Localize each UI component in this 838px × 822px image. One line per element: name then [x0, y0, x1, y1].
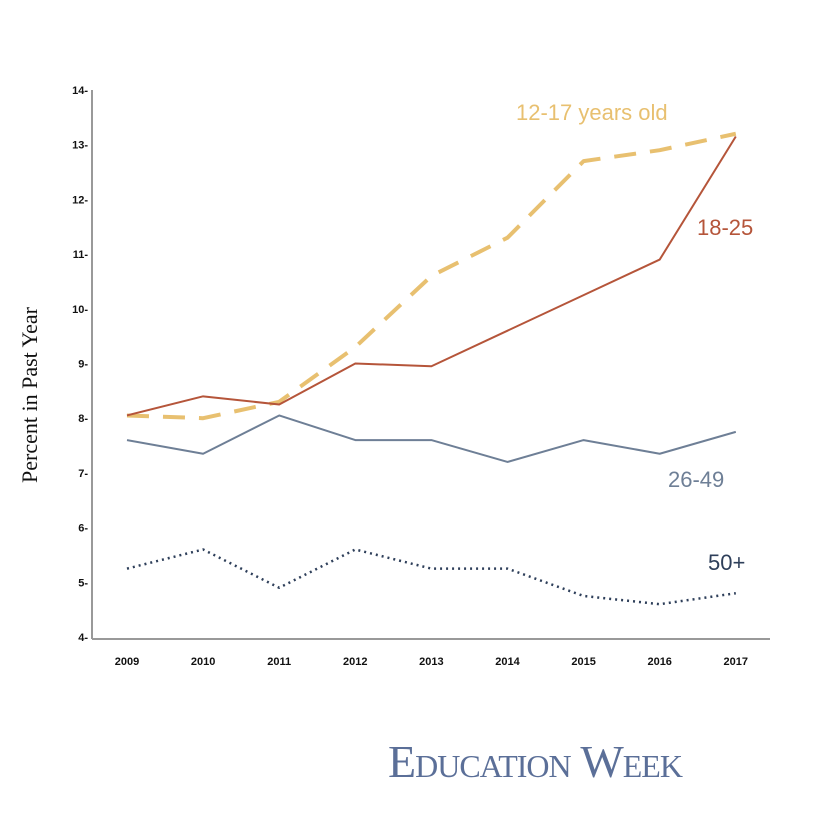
y-tick-label: 11-: [73, 249, 89, 261]
series-line-26-49: [126, 414, 737, 463]
x-tick-label: 2012: [343, 656, 367, 668]
series-label: 18-25: [697, 215, 753, 240]
x-tick-label: 2009: [115, 656, 139, 668]
y-tick-label: 8-: [78, 413, 88, 425]
x-tick-label: 2016: [647, 656, 671, 668]
y-tick-label: 5-: [78, 577, 88, 589]
series-label: 12-17 years old: [516, 100, 668, 125]
series-line-12-17-years-old: [126, 131, 737, 421]
y-tick-label: 14-: [72, 85, 88, 97]
x-tick-label: 2014: [495, 656, 520, 668]
series-label: 50+: [708, 550, 745, 575]
x-tick-label: 2013: [419, 656, 443, 668]
y-tick-label: 9-: [78, 359, 88, 371]
x-tick-label: 2017: [724, 656, 748, 668]
x-tick-label: 2011: [267, 656, 291, 668]
y-tick-label: 12-: [72, 194, 88, 206]
y-axis-label: Percent in Past Year: [17, 306, 42, 483]
education-week-logo: Education Week: [388, 736, 683, 787]
y-tick-label: 7-: [78, 468, 88, 480]
series-line-50-: [126, 548, 736, 606]
series-label: 26-49: [668, 467, 724, 492]
y-tick-label: 4-: [78, 632, 88, 644]
y-tick-label: 13-: [72, 140, 88, 152]
y-tick-label: 6-: [78, 523, 88, 535]
x-tick-label: 2015: [571, 656, 595, 668]
x-tick-label: 2010: [191, 656, 215, 668]
y-tick-label: 10-: [72, 304, 88, 316]
